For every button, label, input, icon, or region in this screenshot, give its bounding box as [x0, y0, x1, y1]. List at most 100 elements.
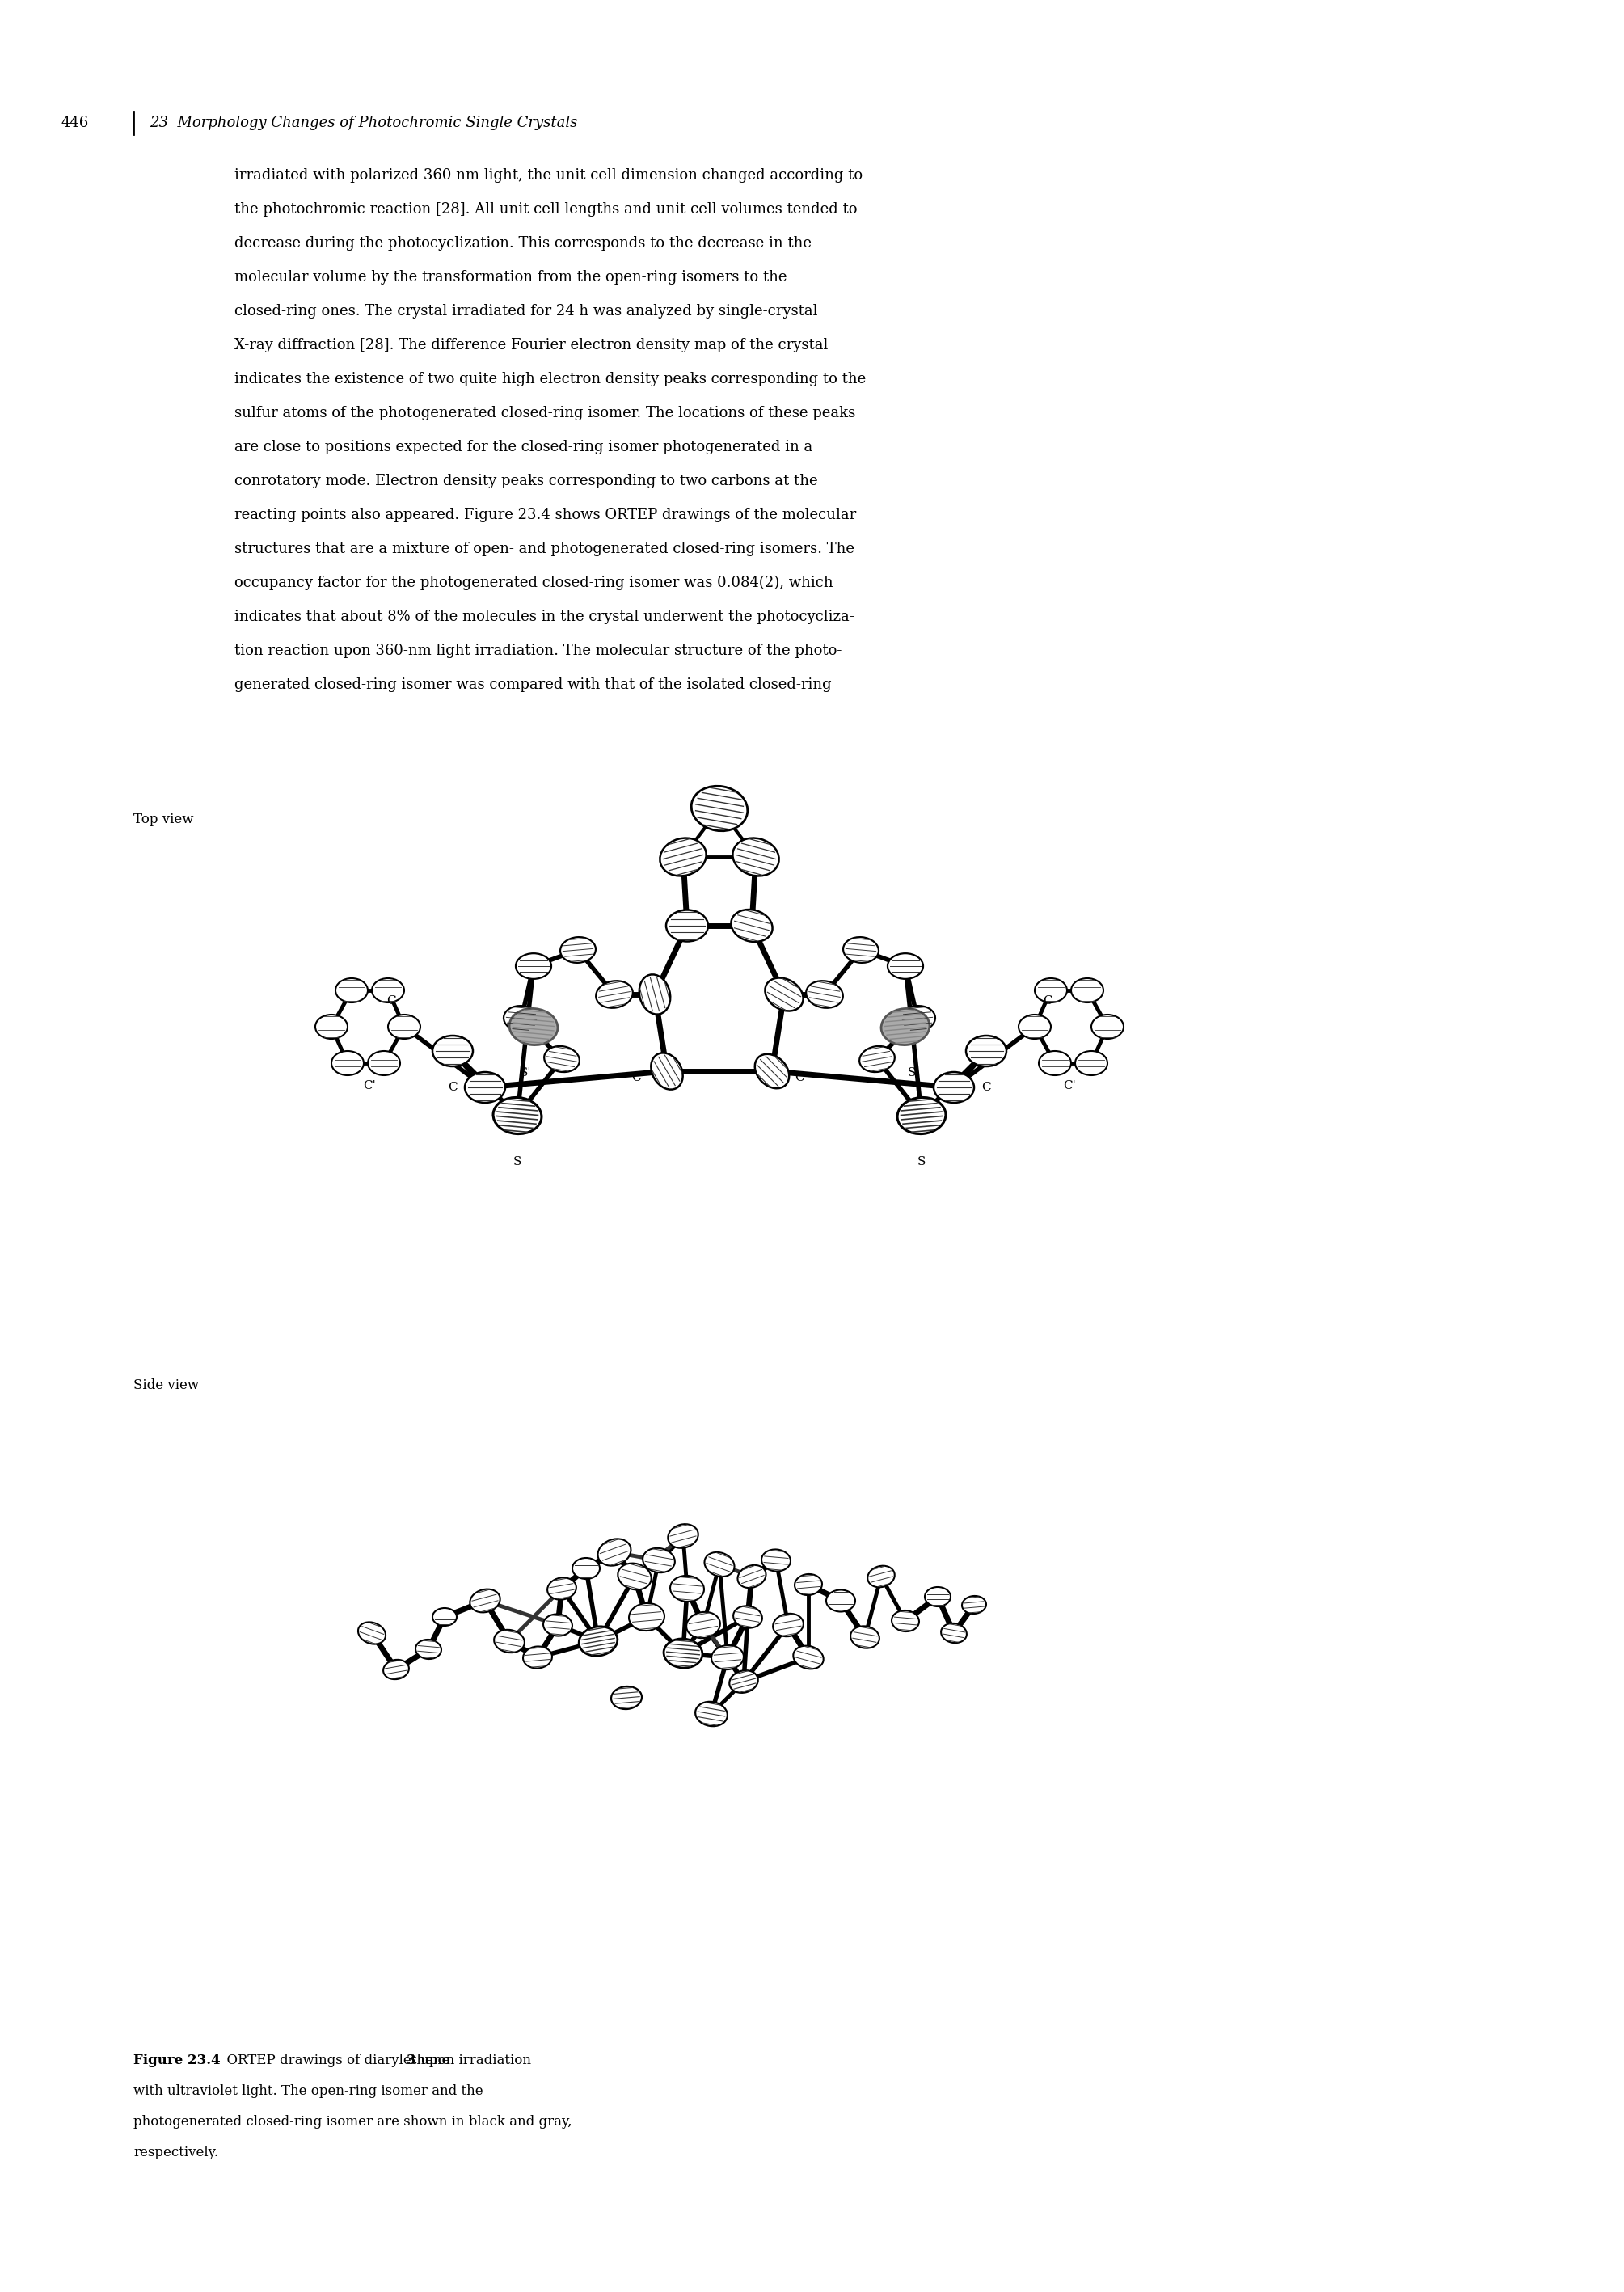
Ellipse shape [523, 1646, 552, 1669]
Ellipse shape [1072, 979, 1103, 1002]
Ellipse shape [859, 1045, 895, 1073]
Ellipse shape [1034, 979, 1067, 1002]
Ellipse shape [711, 1646, 744, 1669]
Ellipse shape [315, 1015, 348, 1038]
Ellipse shape [336, 979, 367, 1002]
Ellipse shape [560, 937, 596, 963]
Ellipse shape [900, 1006, 935, 1031]
Ellipse shape [705, 1552, 734, 1577]
Ellipse shape [628, 1602, 664, 1630]
Ellipse shape [643, 1547, 676, 1572]
Text: S: S [918, 1155, 926, 1167]
Ellipse shape [867, 1565, 895, 1588]
Text: C: C [981, 1082, 991, 1093]
Ellipse shape [372, 979, 404, 1002]
Ellipse shape [666, 910, 708, 942]
Ellipse shape [469, 1588, 500, 1611]
Ellipse shape [367, 1052, 400, 1075]
Text: S: S [513, 1155, 521, 1167]
Ellipse shape [731, 910, 773, 942]
Ellipse shape [383, 1659, 409, 1680]
Ellipse shape [732, 839, 780, 876]
Ellipse shape [464, 1073, 505, 1102]
Text: C: C [448, 1082, 458, 1093]
Text: indicates that about 8% of the molecules in the crystal underwent the photocycli: indicates that about 8% of the molecules… [234, 610, 854, 623]
Ellipse shape [494, 1630, 525, 1653]
Text: C: C [387, 995, 396, 1006]
Text: respectively.: respectively. [133, 2145, 218, 2159]
Ellipse shape [762, 1549, 791, 1572]
Ellipse shape [765, 979, 804, 1011]
Ellipse shape [611, 1687, 641, 1710]
Ellipse shape [966, 1036, 1007, 1066]
Ellipse shape [806, 981, 843, 1008]
Text: Side view: Side view [133, 1377, 200, 1391]
Text: S': S' [908, 1068, 919, 1080]
Ellipse shape [827, 1591, 856, 1611]
Text: generated closed-ring isomer was compared with that of the isolated closed-ring: generated closed-ring isomer was compare… [234, 678, 831, 692]
Ellipse shape [578, 1627, 617, 1655]
Ellipse shape [667, 1524, 698, 1547]
Ellipse shape [1018, 1015, 1051, 1038]
Ellipse shape [924, 1586, 950, 1607]
Text: C': C' [1064, 1080, 1075, 1091]
Ellipse shape [692, 786, 747, 832]
Ellipse shape [737, 1565, 767, 1588]
Ellipse shape [695, 1701, 728, 1726]
Ellipse shape [432, 1609, 456, 1625]
Text: sulfur atoms of the photogenerated closed-ring isomer. The locations of these pe: sulfur atoms of the photogenerated close… [234, 406, 856, 419]
Text: 3: 3 [406, 2054, 416, 2067]
Text: 446: 446 [60, 115, 88, 131]
Ellipse shape [934, 1073, 974, 1102]
Text: decrease during the photocyclization. This corresponds to the decrease in the: decrease during the photocyclization. Th… [234, 236, 812, 250]
Ellipse shape [357, 1623, 385, 1643]
Ellipse shape [544, 1614, 572, 1636]
Ellipse shape [687, 1611, 719, 1639]
Ellipse shape [843, 937, 879, 963]
Ellipse shape [729, 1671, 758, 1694]
Ellipse shape [851, 1625, 880, 1648]
Ellipse shape [1075, 1052, 1108, 1075]
Text: C: C [1043, 995, 1052, 1006]
Text: X-ray diffraction [28]. The difference Fourier electron density map of the cryst: X-ray diffraction [28]. The difference F… [234, 337, 828, 353]
Text: the photochromic reaction [28]. All unit cell lengths and unit cell volumes tend: the photochromic reaction [28]. All unit… [234, 202, 857, 218]
Text: tion reaction upon 360-nm light irradiation. The molecular structure of the phot: tion reaction upon 360-nm light irradiat… [234, 644, 841, 658]
Ellipse shape [882, 1008, 929, 1045]
Ellipse shape [640, 974, 671, 1015]
Text: C': C' [632, 1073, 645, 1084]
Text: are close to positions expected for the closed-ring isomer photogenerated in a: are close to positions expected for the … [234, 440, 812, 454]
Text: conrotatory mode. Electron density peaks corresponding to two carbons at the: conrotatory mode. Electron density peaks… [234, 474, 818, 488]
Text: occupancy factor for the photogenerated closed-ring isomer was 0.084(2), which: occupancy factor for the photogenerated … [234, 575, 833, 591]
Ellipse shape [416, 1639, 442, 1659]
Ellipse shape [651, 1052, 682, 1089]
Ellipse shape [664, 1639, 703, 1669]
Text: indicates the existence of two quite high electron density peaks corresponding t: indicates the existence of two quite hig… [234, 371, 866, 387]
Ellipse shape [596, 981, 633, 1008]
Ellipse shape [544, 1045, 580, 1073]
Text: structures that are a mixture of open- and photogenerated closed-ring isomers. T: structures that are a mixture of open- a… [234, 541, 854, 557]
Ellipse shape [510, 1008, 557, 1045]
Ellipse shape [888, 953, 922, 979]
Ellipse shape [793, 1646, 823, 1669]
Ellipse shape [388, 1015, 421, 1038]
Text: upon irradiation: upon irradiation [416, 2054, 531, 2067]
Ellipse shape [1039, 1052, 1072, 1075]
Ellipse shape [773, 1614, 804, 1636]
Text: C': C' [364, 1080, 375, 1091]
Ellipse shape [892, 1611, 919, 1632]
Ellipse shape [961, 1595, 986, 1614]
Ellipse shape [516, 953, 551, 979]
Text: photogenerated closed-ring isomer are shown in black and gray,: photogenerated closed-ring isomer are sh… [133, 2116, 572, 2129]
Text: S': S' [520, 1068, 531, 1080]
Text: C': C' [794, 1073, 807, 1084]
Ellipse shape [671, 1575, 705, 1602]
Ellipse shape [547, 1577, 577, 1600]
Ellipse shape [734, 1607, 762, 1627]
Ellipse shape [617, 1563, 651, 1591]
Text: reacting points also appeared. Figure 23.4 shows ORTEP drawings of the molecular: reacting points also appeared. Figure 23… [234, 509, 856, 523]
Text: with ultraviolet light. The open-ring isomer and the: with ultraviolet light. The open-ring is… [133, 2083, 482, 2097]
Ellipse shape [572, 1559, 599, 1579]
Ellipse shape [794, 1575, 822, 1595]
Text: 23  Morphology Changes of Photochromic Single Crystals: 23 Morphology Changes of Photochromic Si… [149, 115, 578, 131]
Text: molecular volume by the transformation from the open-ring isomers to the: molecular volume by the transformation f… [234, 270, 788, 284]
